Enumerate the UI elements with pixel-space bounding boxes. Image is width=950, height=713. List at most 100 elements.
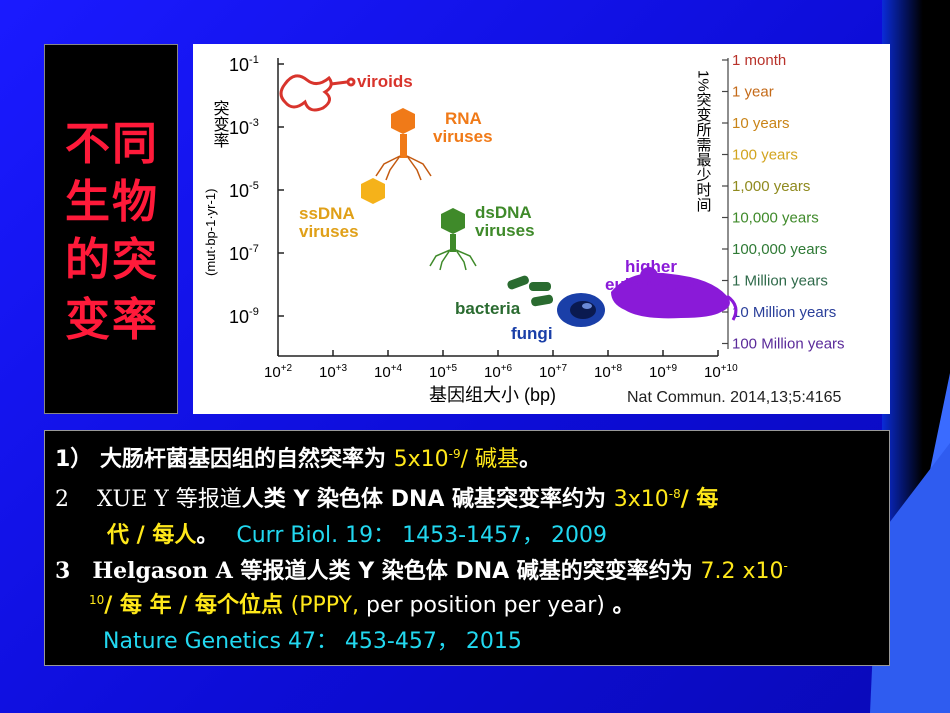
note-2-value: 3x10 (613, 487, 669, 512)
ssdna-virus-icon (361, 178, 385, 204)
x-tick-label: 10+10 (704, 363, 738, 381)
x-tick-label: 10+3 (319, 363, 348, 381)
y-tick-exponent: -9 (249, 306, 259, 318)
right-tick-label: 1 month (732, 52, 786, 69)
right-tick-label: 1,000 years (732, 178, 810, 195)
x-tick-label: 10+4 (374, 363, 403, 381)
note-line-5: 10/ 每 年 / 每个位点 (PPPY, per position per y… (89, 587, 635, 619)
y-tick-label: 10-9 (229, 306, 259, 327)
y-axis-label: 突变率 (211, 100, 230, 148)
x-tick-exponent: +10 (721, 363, 738, 374)
label-fungi: fungi (511, 324, 553, 343)
right-tick-label: 10,000 years (732, 210, 819, 227)
label-dsdna-1: dsDNA (475, 203, 532, 222)
x-tick-exponent: +9 (666, 363, 678, 374)
x-tick-label: 10+6 (484, 363, 513, 381)
side-title-line-3: 的突 (64, 233, 159, 286)
label-higher-2: eukaryotes (605, 275, 695, 294)
note-line-1: 1） 大肠杆菌基因组的自然突率为 5x10-9/ 碱基。 (55, 441, 541, 473)
right-tick-label: 10 Million years (732, 304, 836, 321)
right-ticks: 1 month 1 year 10 years 100 years 1,000 year… (722, 52, 845, 353)
y-tick-exponent: -1 (249, 54, 259, 66)
y-tick-exponent: -5 (249, 180, 259, 192)
note-line-4: 3 Helgason A 等报道人类 Y 染色体 DNA 碱基的突变率约为 7.2… (55, 553, 788, 585)
note-3-abbrev: (PPPY, (290, 593, 359, 618)
x-axis-label: 基因组大小 (bp) (429, 385, 556, 405)
note-3-period: 。 (604, 593, 635, 618)
note-2-text: 人类 Y 染色体 DNA 碱基突变率约为 (241, 487, 614, 512)
x-tick-label: 10+2 (264, 363, 293, 381)
x-tick-exponent: +6 (501, 363, 513, 374)
x-tick-label: 10+5 (429, 363, 458, 381)
mutation-rate-figure: 突变率 (mut·bp-1·yr-1) 10-1 10-3 10-5 10-7 10-9… (193, 44, 890, 414)
y-tick-exponent: -3 (249, 117, 259, 129)
y-tick-label: 10-1 (229, 54, 259, 75)
note-line-2: 2 XUE Y 等报道人类 Y 染色体 DNA 碱基突变率约为 3x10-8/ 每 (55, 481, 718, 513)
x-ticks: 10+2 10+3 10+4 10+5 10+6 10+7 10+8 10+9 10+10 (264, 350, 738, 381)
note-3-author: Helgason A (92, 558, 233, 584)
note-2-author: XUE Y (97, 487, 169, 512)
label-dsdna-2: viruses (475, 221, 535, 240)
label-bacteria: bacteria (455, 299, 521, 318)
right-tick-label: 1 Million years (732, 273, 828, 290)
x-tick-label: 10+7 (539, 363, 568, 381)
x-tick-label: 10+9 (649, 363, 678, 381)
side-title-line-4: 变率 (64, 293, 159, 346)
y-tick-label: 10-7 (229, 243, 259, 264)
right-tick-label: 1 year (732, 84, 774, 101)
label-viroids: viroids (357, 72, 413, 91)
side-title-box: 不同 生物 的突 变率 (44, 44, 178, 414)
note-1-unit: / 碱基 (460, 447, 520, 472)
x-tick-exponent: +3 (336, 363, 348, 374)
note-1-period: 。 (519, 447, 542, 472)
fungi-icon (557, 293, 605, 327)
note-1-exponent: -9 (448, 447, 461, 461)
right-tick-label: 100 Million years (732, 336, 845, 353)
note-line-3: 代 / 每人。 Curr Biol. 19： 1453-1457， 2009 (107, 517, 607, 549)
label-higher-1: higher (625, 257, 677, 276)
x-tick-exponent: +8 (611, 363, 623, 374)
bacteria-icon (507, 275, 554, 307)
note-2-unit-cont: 代 / 每人 (107, 523, 197, 548)
right-tick-label: 10 years (732, 115, 790, 132)
y-tick-exponent: -7 (249, 243, 259, 255)
note-3-number: 3 (55, 558, 71, 584)
side-title-line-2: 生物 (64, 175, 159, 228)
note-3-unit: / 每 年 / 每个位点 (104, 593, 291, 618)
note-3-exponent-sign: - (783, 559, 788, 573)
rna-virus-icon (375, 108, 432, 181)
dsdna-virus-icon (429, 208, 477, 271)
y-axis-unit: (mut·bp-1·yr-1) (203, 189, 218, 276)
notes-box: 1） 大肠杆菌基因组的自然突率为 5x10-9/ 碱基。 2 XUE Y 等报道人… (44, 430, 890, 666)
x-tick-label: 10+8 (594, 363, 623, 381)
side-title-line-1: 不同 (64, 117, 159, 170)
note-3-exponent: 10 (89, 593, 105, 607)
figure-svg: 突变率 (mut·bp-1·yr-1) 10-1 10-3 10-5 10-7 10-9… (203, 52, 845, 406)
note-2-number: 2 (55, 487, 69, 512)
note-3-definition: per position per year) (359, 593, 605, 618)
right-tick-label: 100 years (732, 147, 798, 164)
y-tick-label: 10-3 (229, 117, 259, 138)
note-3-value: 7.2 x10 (700, 559, 784, 584)
note-2-exponent: -8 (668, 487, 681, 501)
note-line-6: Nature Genetics 47： 453-457， 2015 (103, 623, 522, 655)
note-2-reported: 等报道 (168, 487, 242, 512)
note-3-text: 等报道人类 Y 染色体 DNA 碱基的突变率约为 (232, 559, 701, 584)
right-axis-label: 1%突变所需最少时间 (695, 70, 712, 213)
y-tick-label: 10-5 (229, 180, 259, 201)
x-tick-exponent: +2 (281, 363, 293, 374)
x-tick-exponent: +7 (556, 363, 568, 374)
note-2-period: 。 (196, 523, 219, 548)
label-ssdna-2: viruses (299, 222, 359, 241)
note-2-citation: Curr Biol. 19： 1453-1457， 2009 (236, 523, 608, 548)
x-tick-exponent: +4 (391, 363, 403, 374)
viroid-icon (279, 74, 356, 112)
note-1-value: 5x10 (393, 447, 449, 472)
label-rna-1: RNA (445, 109, 482, 128)
mouse-icon (611, 267, 738, 321)
right-tick-label: 100,000 years (732, 241, 827, 258)
x-tick-exponent: +5 (446, 363, 458, 374)
note-2-unit: / 每 (680, 487, 719, 512)
y-ticks: 10-1 10-3 10-5 10-7 10-9 (229, 54, 284, 327)
label-ssdna-1: ssDNA (299, 204, 355, 223)
